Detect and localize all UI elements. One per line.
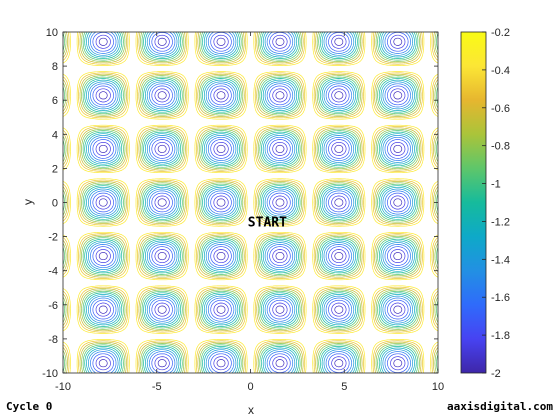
contour-level: [63, 32, 438, 373]
x-tick-label: 5: [341, 381, 347, 393]
contour-lines: [63, 32, 438, 373]
contour-level: [95, 34, 406, 371]
y-tick-label: 10: [46, 27, 58, 39]
contour-level: [86, 32, 415, 373]
y-tick-label: -6: [48, 300, 58, 312]
y-tick-label: 8: [52, 61, 58, 73]
contour-level: [87, 32, 414, 373]
contour-level: [63, 32, 438, 373]
contour-level: [92, 32, 409, 373]
plot-background: [63, 32, 438, 373]
colorbar-tick-label: -1.6: [491, 292, 510, 304]
contour-level: [84, 32, 417, 373]
x-tick-label: 0: [247, 381, 253, 393]
credit-label: aaxisdigital.com: [447, 400, 553, 413]
colorbar-tick-label: -0.8: [491, 141, 510, 153]
y-tick-label: 2: [52, 163, 58, 175]
colorbar-tick-label: -1.8: [491, 330, 510, 342]
x-axis: -10 -5 0 5 10: [55, 32, 444, 393]
colorbar-tick-label: -1.2: [491, 216, 510, 228]
y-tick-label: 6: [52, 95, 58, 107]
x-axis-label: x: [248, 403, 254, 417]
colorbar-tick-label: -0.4: [491, 65, 510, 77]
colorbar-tick-label: -2: [491, 368, 501, 380]
contour-level: [90, 32, 411, 373]
x-tick-label: -5: [152, 381, 162, 393]
x-tick-label: -10: [55, 381, 71, 393]
y-tick-label: -8: [48, 334, 58, 346]
contour-level: [63, 32, 438, 373]
y-axis: -10 -8 -6 -4 -2 0 2 4 6 8 10: [42, 27, 438, 380]
contour-level: [63, 32, 438, 373]
y-tick-label: -2: [48, 232, 58, 244]
y-axis-label: y: [21, 199, 35, 205]
y-tick-label: 0: [52, 198, 58, 210]
y-tick-label: -4: [48, 266, 58, 278]
y-tick-label: -10: [42, 368, 58, 380]
colorbar-tick-label: -0.6: [491, 103, 510, 115]
x-tick-label: 10: [432, 381, 444, 393]
colorbar-tick-label: -0.2: [491, 27, 510, 39]
y-tick-label: 4: [52, 129, 58, 141]
start-annotation: START: [248, 215, 287, 230]
cycle-label: Cycle 0: [6, 400, 53, 413]
colorbar-tick-label: -1.4: [491, 254, 510, 266]
contour-level: [98, 37, 403, 368]
colorbar-tick-label: -1: [491, 179, 501, 191]
colorbar-ticks: -2 -1.8 -1.6 -1.4 -1.2 -1 -0.8 -0.6 -0.4 -0.2: [482, 27, 510, 380]
colorbar: [460, 31, 487, 374]
